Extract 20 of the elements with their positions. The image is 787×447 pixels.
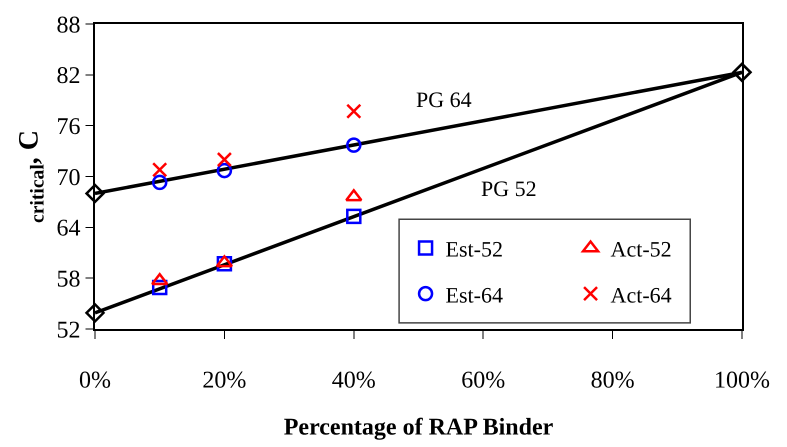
legend-label: Est-52 xyxy=(446,236,504,262)
y-tick-label: 58 xyxy=(56,266,80,293)
x-axis-title: Percentage of RAP Binder xyxy=(284,414,554,440)
legend-label: Act-52 xyxy=(610,236,672,262)
y-tick-label: 52 xyxy=(56,317,80,344)
y-tick-label: 70 xyxy=(56,164,80,191)
x-tick-label: 100% xyxy=(714,368,770,394)
legend-label: Est-64 xyxy=(446,282,504,308)
annotation: PG 52 xyxy=(481,176,537,201)
annotation: PG 64 xyxy=(416,87,472,112)
y-tick-label: 64 xyxy=(56,216,80,242)
x-tick-label: 80% xyxy=(590,368,635,394)
y-tick-label: 88 xyxy=(56,12,80,38)
x-tick-label: 40% xyxy=(332,368,376,394)
y-tick-label: 76 xyxy=(56,114,80,140)
x-tick-label: 60% xyxy=(461,368,506,394)
x-tick-label: 20% xyxy=(202,368,246,394)
x-tick-label: 0% xyxy=(79,368,111,394)
y-tick-label: 82 xyxy=(56,63,80,90)
legend-label: Act-64 xyxy=(610,282,672,308)
